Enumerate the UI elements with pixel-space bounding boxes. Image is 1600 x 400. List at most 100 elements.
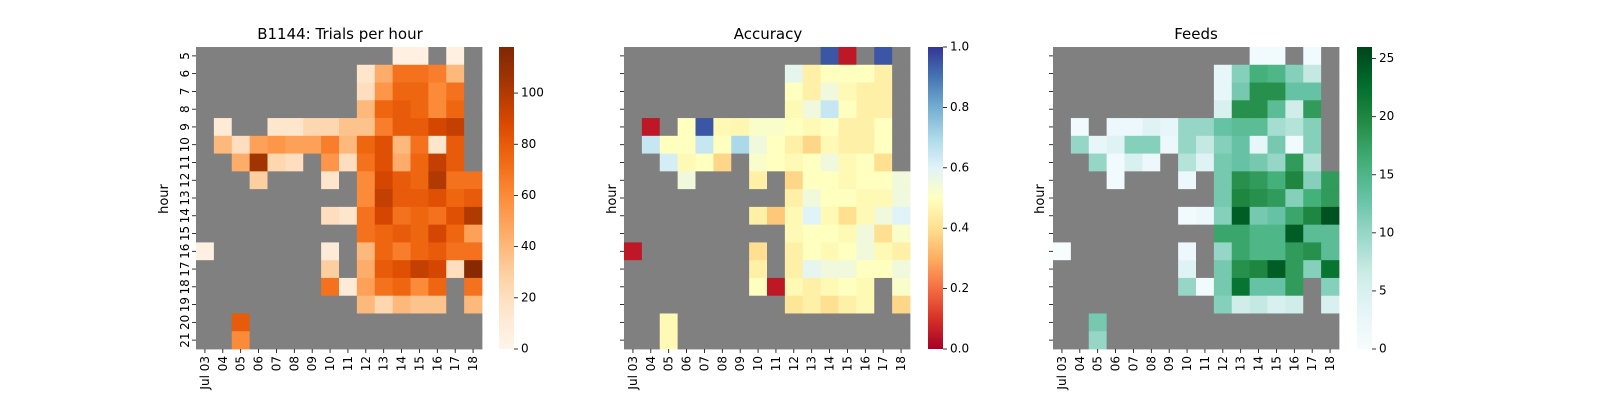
heatmap-cell bbox=[1178, 313, 1197, 332]
heatmap-cell bbox=[892, 331, 911, 350]
heatmap-cell bbox=[838, 64, 857, 83]
heatmap-cell bbox=[856, 260, 875, 279]
heatmap-cell bbox=[624, 82, 643, 101]
heatmap-cell bbox=[339, 206, 358, 226]
heatmap-cell bbox=[731, 189, 750, 208]
heatmap-cell bbox=[285, 331, 304, 350]
heatmap-cell bbox=[213, 64, 233, 83]
x-tick-label: 14 bbox=[823, 356, 837, 371]
heatmap-cell bbox=[249, 47, 268, 66]
heatmap-cell bbox=[1070, 260, 1090, 279]
heatmap-cell bbox=[231, 206, 251, 226]
heatmap-cell bbox=[1178, 277, 1197, 297]
heatmap-cell bbox=[249, 295, 268, 314]
heatmap-cell bbox=[1160, 260, 1179, 279]
y-tick-label: 9 bbox=[178, 123, 192, 131]
heatmap-cell bbox=[1070, 64, 1090, 83]
heatmap-cell bbox=[1106, 313, 1125, 332]
heatmap-cell bbox=[196, 295, 215, 314]
colorbar-tick-label: 0 bbox=[521, 342, 529, 356]
heatmap-cell bbox=[1124, 135, 1143, 154]
heatmap-cell bbox=[213, 242, 233, 261]
heatmap-cell bbox=[784, 295, 804, 314]
heatmap-cell bbox=[1070, 242, 1090, 261]
x-tick-label: 12 bbox=[1216, 356, 1230, 371]
heatmap-cell bbox=[1142, 47, 1161, 66]
heatmap-cell bbox=[713, 64, 732, 83]
heatmap-cell bbox=[1249, 206, 1268, 226]
heatmap-cell bbox=[303, 206, 322, 226]
heatmap-cell bbox=[1160, 206, 1179, 226]
heatmap-cell bbox=[410, 331, 429, 350]
heatmap-cell bbox=[874, 64, 893, 83]
x-tick-label: 17 bbox=[1305, 356, 1319, 371]
heatmap-cell bbox=[356, 206, 376, 226]
heatmap-cell bbox=[374, 206, 394, 226]
heatmap-cell bbox=[784, 100, 804, 119]
heatmap-cell bbox=[321, 206, 340, 226]
heatmap-cell bbox=[356, 260, 376, 279]
heatmap-cell bbox=[641, 100, 661, 119]
heatmap-cell bbox=[1285, 153, 1304, 172]
heatmap-cell bbox=[446, 206, 465, 226]
heatmap-cell bbox=[856, 118, 875, 137]
heatmap-cell bbox=[1178, 171, 1197, 190]
heatmap-cell bbox=[464, 64, 483, 83]
heatmap-cell bbox=[231, 277, 251, 297]
heatmap-cell bbox=[1178, 189, 1197, 208]
heatmap-cell bbox=[1088, 135, 1108, 154]
heatmap-cell bbox=[321, 277, 340, 297]
heatmap-cell bbox=[1088, 64, 1108, 83]
heatmap-cell bbox=[196, 171, 215, 190]
heatmap-cell bbox=[303, 313, 322, 332]
heatmap-cell bbox=[285, 206, 304, 226]
heatmap-cell bbox=[838, 331, 857, 350]
heatmap-cells bbox=[196, 47, 483, 350]
heatmap-cell bbox=[1196, 206, 1215, 226]
heatmap-cell bbox=[820, 100, 839, 119]
x-tick-label: 08 bbox=[1144, 356, 1158, 371]
x-tick-label: 15 bbox=[1269, 356, 1283, 371]
heatmap-cell bbox=[374, 313, 394, 332]
heatmap-cell bbox=[339, 47, 358, 66]
heatmap-cell bbox=[1285, 64, 1304, 83]
heatmap-cell bbox=[392, 242, 411, 261]
heatmap-cell bbox=[374, 331, 394, 350]
heatmap-cell bbox=[1321, 64, 1340, 83]
heatmap-cell bbox=[196, 206, 215, 226]
heatmap-cell bbox=[1160, 277, 1179, 297]
heatmap-cell bbox=[1088, 224, 1108, 243]
heatmap-cell bbox=[677, 118, 696, 137]
heatmap-cell bbox=[464, 82, 483, 101]
heatmap-cell bbox=[641, 118, 661, 137]
heatmap-cell bbox=[767, 118, 786, 137]
heatmap-cell bbox=[196, 224, 215, 243]
heatmap-cell bbox=[410, 189, 429, 208]
heatmap-cell bbox=[624, 47, 643, 66]
colorbar-scale bbox=[1357, 47, 1372, 349]
x-tick-label: 04 bbox=[216, 356, 230, 371]
heatmap-cell bbox=[1160, 135, 1179, 154]
y-tick-label: 20 bbox=[178, 315, 192, 330]
heatmap-cell bbox=[1303, 153, 1322, 172]
heatmap-cell bbox=[784, 189, 804, 208]
heatmap-cell bbox=[1231, 242, 1251, 261]
x-tick-label: 05 bbox=[234, 356, 248, 371]
heatmap-cell bbox=[321, 153, 340, 172]
heatmap-cell bbox=[374, 260, 394, 279]
heatmap-cell bbox=[856, 277, 875, 297]
heatmap-cell bbox=[392, 64, 411, 83]
heatmap-cell bbox=[249, 206, 268, 226]
heatmap-cell bbox=[713, 153, 732, 172]
heatmap-cell bbox=[820, 171, 839, 190]
heatmap-cell bbox=[1196, 189, 1215, 208]
heatmap-cell bbox=[1106, 64, 1125, 83]
heatmap-cell bbox=[303, 135, 322, 154]
x-tick-label: 15 bbox=[412, 356, 426, 371]
heatmap-cell bbox=[1267, 295, 1286, 314]
heatmap-cell bbox=[1303, 82, 1322, 101]
colorbar-tick-label: 60 bbox=[521, 188, 536, 202]
heatmap-cell bbox=[838, 295, 857, 314]
heatmap-cell bbox=[677, 82, 696, 101]
heatmap-cell bbox=[1070, 135, 1090, 154]
